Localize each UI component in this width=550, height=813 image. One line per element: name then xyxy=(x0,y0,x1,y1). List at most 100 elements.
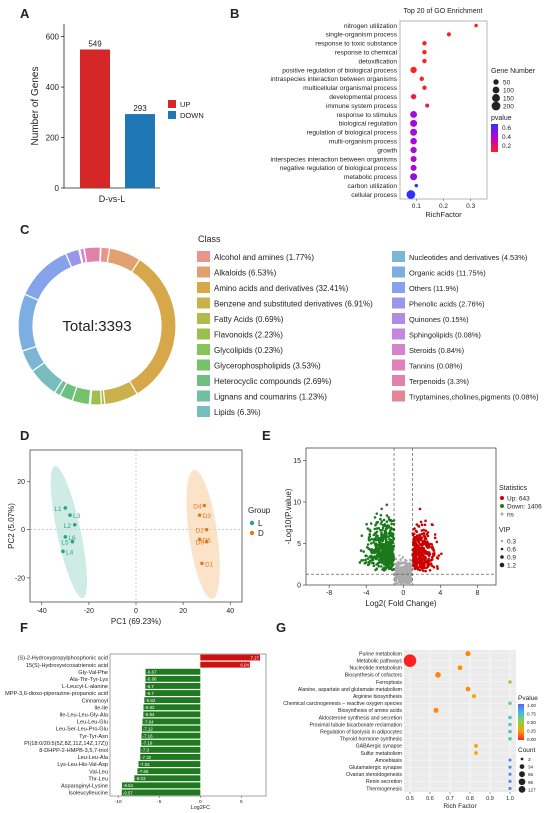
x-tick-label: 0.9 xyxy=(486,796,494,802)
donut-center-label: Total:3393 xyxy=(62,318,131,335)
bar xyxy=(121,789,201,796)
size-legend-dot xyxy=(519,764,525,769)
down-point xyxy=(388,537,391,541)
up-point xyxy=(420,562,424,566)
up-point xyxy=(425,543,429,547)
legend-label: Alkaloids (6.53%) xyxy=(214,269,277,278)
up-point xyxy=(440,552,443,556)
up-point xyxy=(427,546,431,549)
down-point xyxy=(389,553,392,557)
legend-title: Statistics xyxy=(499,485,528,492)
ns-point xyxy=(399,570,402,573)
bar-value-label: 293 xyxy=(133,104,147,113)
kegg-point xyxy=(508,772,512,776)
bar-value-label: -7.12 xyxy=(143,726,154,731)
down-point xyxy=(370,550,373,554)
up-point xyxy=(420,536,424,539)
bar-value-label: -6.82 xyxy=(145,698,156,703)
category-label: Gly-Val-Phe xyxy=(78,670,108,676)
legend-swatch xyxy=(197,390,210,402)
down-point xyxy=(386,561,390,564)
bar xyxy=(200,661,250,668)
ns-point xyxy=(403,561,406,564)
legend-label: Nucleotides and derivatives (4.53%) xyxy=(409,253,527,262)
color-legend-title: pvalue xyxy=(491,115,512,122)
kegg-point xyxy=(508,786,512,791)
panel-f: (S)-2-Hydroxypropylphosphonic acid 7.27 15… xyxy=(5,653,267,811)
bar-value-label: -6.92 xyxy=(144,705,155,710)
panel-b: Top 20 of GO Enrichment nitrogen utilizat… xyxy=(271,8,536,219)
ns-point xyxy=(395,580,398,583)
up-point xyxy=(437,554,441,557)
x-axis-label: RichFactor xyxy=(425,210,462,219)
term-label: Aldosterone synthesis and secretion xyxy=(319,715,402,721)
donut-slice xyxy=(128,258,177,395)
go-point xyxy=(425,103,430,108)
up-point xyxy=(431,564,434,568)
ns-point xyxy=(407,575,410,578)
down-point xyxy=(369,548,373,551)
bar xyxy=(140,754,201,760)
color-legend-label: 0.6 xyxy=(502,125,511,132)
down-point xyxy=(379,517,382,521)
down-point xyxy=(390,519,394,523)
confidence-ellipse xyxy=(50,465,88,599)
legend-swatch xyxy=(197,406,210,417)
term-label: response to stimulus xyxy=(337,112,398,119)
pca-point-label: D2 xyxy=(196,528,205,535)
up-point xyxy=(423,537,427,541)
ns-point xyxy=(404,570,407,573)
go-point xyxy=(410,155,417,162)
size-legend-label: 0.6 xyxy=(507,547,516,554)
ns-point xyxy=(394,574,397,577)
pca-point xyxy=(72,522,77,527)
term-label: Glutamatergic synapse xyxy=(349,765,402,771)
ns-point xyxy=(400,582,403,585)
legend-label: Others (11.9%) xyxy=(409,284,459,293)
up-point xyxy=(435,556,439,559)
up-point xyxy=(424,519,427,523)
x-tick-label: 1.0 xyxy=(506,796,514,802)
legend-label: Glycerophospholipids (3.53%) xyxy=(214,362,321,371)
down-point xyxy=(376,554,380,558)
up-point xyxy=(421,543,424,547)
bar-value-label: -9.57 xyxy=(123,790,134,795)
legend-dot xyxy=(500,504,504,508)
ns-point xyxy=(394,567,397,570)
legend-swatch xyxy=(392,313,405,324)
up-point xyxy=(416,547,420,551)
legend-swatch xyxy=(392,390,405,402)
kegg-point xyxy=(508,765,512,769)
legend-swatch xyxy=(197,328,210,340)
size-legend-dot xyxy=(518,778,526,786)
go-point xyxy=(422,49,427,55)
ns-point xyxy=(403,570,406,573)
category-label: Isoleucylleucine xyxy=(69,791,109,797)
down-point xyxy=(378,540,382,544)
down-point xyxy=(384,530,388,534)
x-tick-label: 20 xyxy=(179,608,187,615)
bar-value-label: 7.27 xyxy=(250,655,259,660)
term-label: GABAergic synapse xyxy=(356,744,403,750)
legend-label: L xyxy=(258,519,263,528)
bar-value-label: -7.04 xyxy=(144,719,155,724)
up-point xyxy=(428,552,432,556)
legend-swatch xyxy=(168,100,176,108)
down-point xyxy=(390,560,393,563)
ns-point xyxy=(407,565,410,568)
bar-value-label: -6.67 xyxy=(147,670,158,675)
kegg-point xyxy=(508,722,512,727)
down-point xyxy=(376,520,380,524)
ns-point xyxy=(400,569,403,572)
down-point xyxy=(386,545,389,549)
ns-point xyxy=(406,570,409,573)
bar-up xyxy=(80,49,110,188)
legend-label: Quinones (0.15%) xyxy=(409,315,469,324)
down-point xyxy=(375,546,378,550)
down-point xyxy=(359,549,363,552)
bar xyxy=(144,697,201,704)
up-point xyxy=(436,565,439,568)
donut-slice xyxy=(99,246,102,263)
down-point xyxy=(376,553,380,556)
ns-point xyxy=(410,560,413,563)
